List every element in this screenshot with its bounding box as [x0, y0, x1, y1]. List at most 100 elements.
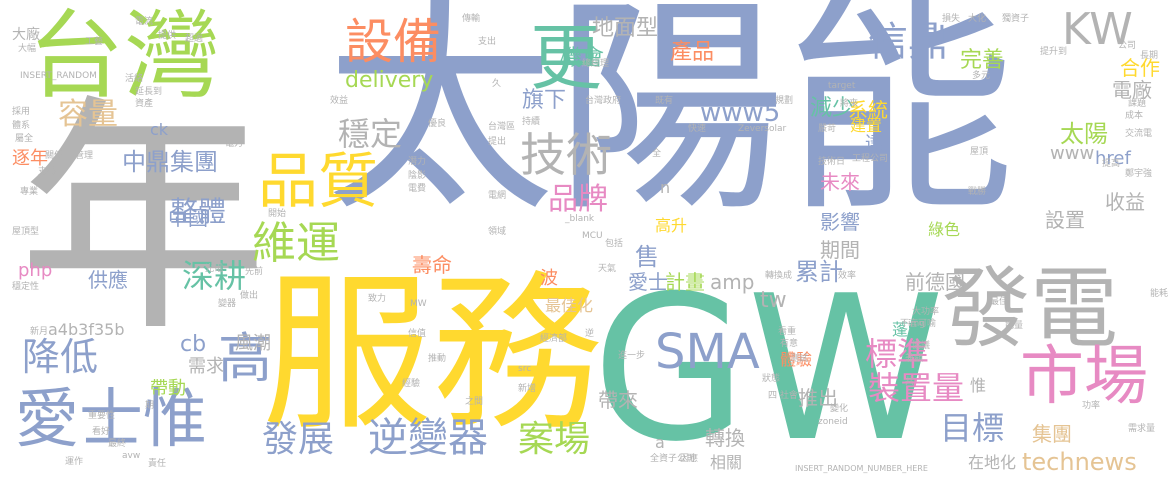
word-zhuangzhiliang: 裝置量 — [868, 369, 965, 407]
word-href: href — [1095, 148, 1131, 169]
word-mcu: MCU — [582, 231, 603, 241]
word-shichang: 市場 — [1020, 340, 1148, 414]
word-fadian: 發電 — [942, 257, 1119, 360]
word-keti: 課題 — [1128, 99, 1147, 109]
word-dianwang: 電網 — [488, 191, 507, 201]
word-changqi: 長期 — [1140, 51, 1159, 61]
word-dianli: 電力 — [225, 139, 244, 149]
word-tiyan: 體驗 — [780, 350, 813, 369]
word-php: php — [18, 260, 53, 281]
word-dailai: 帶來 — [598, 388, 638, 412]
word-rongliang: 容量 — [58, 97, 118, 132]
word-dianliu: 電流 — [135, 17, 154, 27]
word-qijian: 期間 — [820, 238, 860, 262]
word-hezuo: 合作 — [1120, 56, 1160, 80]
word-zhuangtai: 狀態 — [762, 374, 781, 384]
word-guangdian: 光電 — [205, 264, 224, 274]
word-tigong: 提供 — [158, 31, 177, 41]
word-zhengyuqiang: 鄭宇強 — [1125, 169, 1153, 179]
word-kanhao: 看好 — [92, 427, 111, 437]
word-xinzeng: 新增 — [518, 384, 537, 394]
word-cb: cb — [180, 332, 207, 357]
word-target: target — [828, 81, 856, 91]
word-shezhi: 設置 — [1045, 208, 1085, 232]
word-jingjibu: 經濟部 — [540, 334, 568, 344]
word-yunzuo: 運作 — [65, 457, 84, 467]
word-tuichu: 推出 — [798, 386, 838, 410]
word-buyankeyu: 不言可喻 — [900, 319, 937, 329]
word-huoluo: 活絡 — [125, 74, 144, 84]
word-gaosheng: 高升 — [655, 216, 688, 235]
word-zuochu: 做出 — [240, 291, 259, 301]
word-zuijia: 最佳 — [990, 297, 1009, 307]
word-jingyan: 經驗 — [402, 379, 421, 389]
word-zichan: 資產 — [135, 99, 154, 109]
word-dianchang: 電廠 — [1112, 78, 1152, 102]
word-taiwanzhengfu: 台灣政府 — [585, 96, 622, 106]
word-xinzhi: 信值 — [408, 329, 427, 339]
word-zeren: 責任 — [148, 459, 167, 469]
word-chixu: 持續 — [522, 117, 541, 127]
word-zhijian: 之間 — [465, 397, 484, 407]
word-tuidong: 推動 — [428, 354, 447, 364]
word-a4b3f35b: a4b3f35b — [48, 320, 125, 339]
word-tichu: 提出 — [488, 137, 507, 147]
word-jihua: 計畫 — [665, 270, 705, 294]
word-kuaisu: 快速 — [688, 124, 707, 134]
word-ceshi: 測試 — [790, 354, 809, 364]
word-a: a — [655, 433, 665, 452]
word-jishu: 技術 — [520, 128, 612, 182]
word-geng: 更 — [530, 16, 603, 100]
word-zaidihua: 在地化 — [968, 453, 1017, 472]
word-shou: 售 — [635, 243, 659, 271]
word-dahua: 大化 — [968, 14, 987, 24]
word-taiyang: 太陽 — [1060, 120, 1108, 148]
word-qi: 期 — [145, 401, 155, 411]
word-gongsi: 公司 — [1118, 41, 1137, 51]
word-jituan: 集團 — [1032, 422, 1072, 446]
word-gw: GW — [592, 253, 945, 482]
word-dimianxing: 地面型 — [592, 16, 659, 41]
word-wei: 惟 — [970, 376, 987, 395]
word-gongying: 供應 — [88, 268, 128, 292]
word-tishengdao: 提升到 — [1040, 47, 1068, 57]
word-pinzhi: 品質 — [258, 147, 378, 217]
word-zhichi: 支持 — [38, 167, 57, 177]
word-lingyu: 領域 — [488, 227, 507, 237]
word-dachang: 大廠 — [12, 27, 40, 43]
word-tianqi: 天氣 — [598, 264, 617, 274]
word-shouming: 壽命 — [412, 253, 452, 277]
word-zhili: 致力 — [368, 294, 387, 304]
word-dagonglv: 大功率 — [912, 307, 940, 317]
word-zhengti: 整體 — [170, 195, 227, 228]
word-jinyibu: 進一步 — [618, 351, 646, 361]
word-guihua: 規劃 — [775, 96, 794, 106]
word-caiyong: 採用 — [12, 107, 31, 117]
word-guanli: 管理 — [75, 151, 94, 161]
word-insert-random-number: INSERT_RANDOM_NUMBER_HERE — [795, 464, 928, 473]
word-chaoguo: 超過 — [185, 34, 204, 44]
word-kw: KW — [1062, 4, 1133, 55]
word-nian: 年 — [18, 74, 268, 365]
word-www5: www5 — [700, 98, 781, 128]
word-xitong: 系統 — [848, 98, 888, 122]
word-zhansheng: 戰勝 — [968, 187, 987, 197]
word-anchang: 案場 — [518, 419, 591, 460]
word-wanshan: 完善 — [960, 48, 1005, 73]
word-ck: ck — [150, 120, 169, 139]
word-sma: SMA — [655, 324, 760, 380]
word-yinying: 因應 — [680, 454, 699, 464]
word-jishuri: 技術日 — [818, 157, 846, 167]
word-dafu: 大幅 — [18, 44, 37, 54]
word-zhunian: 逐年 — [12, 148, 48, 169]
word-jiyou: 既有 — [655, 96, 674, 106]
word-yingxiang: 影響 — [820, 210, 860, 234]
word-avw: avw — [122, 451, 141, 461]
word-taiwanqu: 台灣區 — [488, 122, 516, 132]
word-zhuanhuancheng: 轉換成 — [765, 271, 793, 281]
word-fuwu: 服務 — [262, 256, 603, 454]
word-wendingxing: 穩定性 — [12, 282, 40, 292]
word-shuquan: 屬全 — [15, 134, 34, 144]
word-shebei: 設備 — [345, 14, 442, 70]
